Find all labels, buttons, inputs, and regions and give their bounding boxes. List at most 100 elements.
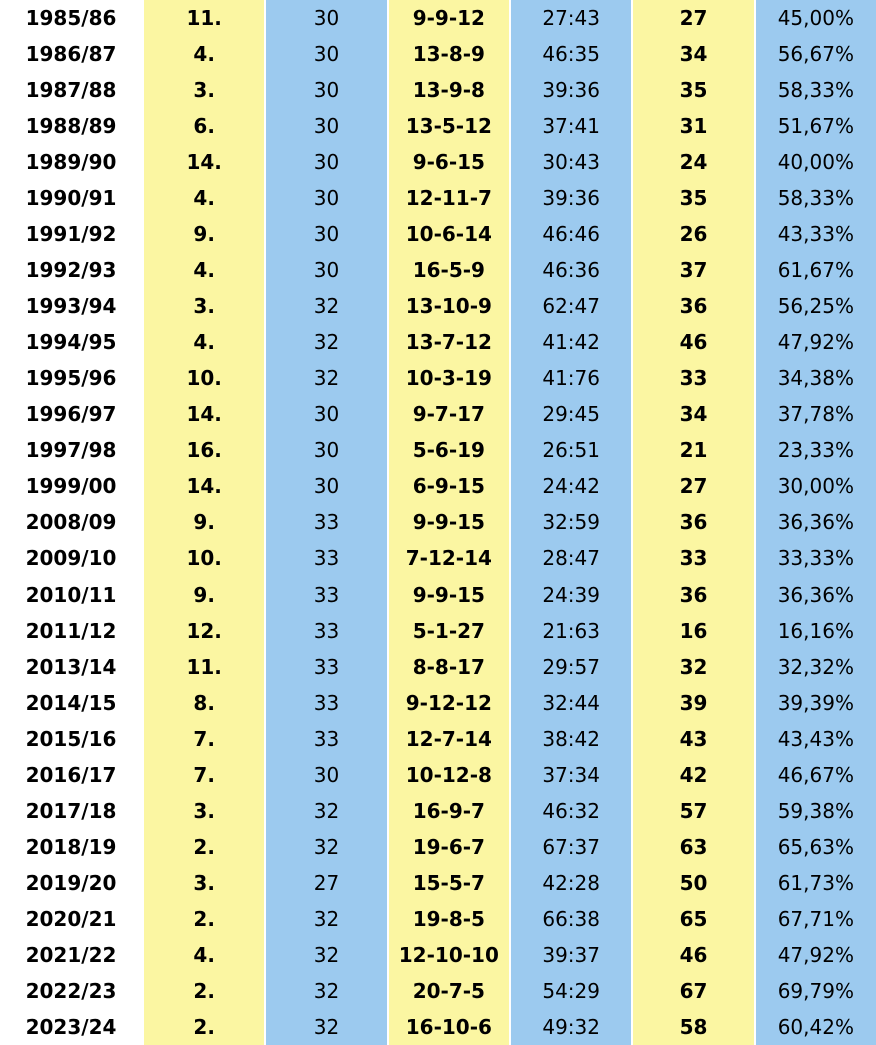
goals-cell: 29:57 bbox=[511, 648, 632, 685]
season-cell: 2009/10 bbox=[25, 546, 117, 571]
record-cell: 16-5-9 bbox=[388, 252, 509, 289]
position-cell: 11. bbox=[144, 648, 265, 685]
table-row: 2017/18 3. 32 16-9-7 46:32 57 59,38% bbox=[0, 792, 876, 829]
percentage-cell: 59,38% bbox=[755, 792, 876, 829]
points-cell: 35 bbox=[633, 72, 754, 109]
record-cell: 9-9-15 bbox=[388, 576, 509, 613]
percentage-cell: 36,36% bbox=[755, 504, 876, 541]
table-row: 1995/96 10. 32 10-3-19 41:76 33 34,38% bbox=[0, 360, 876, 397]
matches-cell: 32 bbox=[266, 324, 387, 361]
record-cell: 12-7-14 bbox=[388, 720, 509, 757]
record-cell: 6-9-15 bbox=[388, 468, 509, 505]
table-row: 2021/22 4. 32 12-10-10 39:37 46 47,92% bbox=[0, 936, 876, 973]
matches-cell: 30 bbox=[266, 756, 387, 793]
season-cell: 1987/88 bbox=[25, 78, 117, 103]
position-cell: 8. bbox=[144, 684, 265, 721]
goals-cell: 32:59 bbox=[511, 504, 632, 541]
record-cell: 9-7-17 bbox=[388, 396, 509, 433]
season-cell: 1991/92 bbox=[25, 222, 117, 247]
table-row: 1985/86 11. 30 9-9-12 27:43 27 45,00% bbox=[0, 0, 876, 37]
season-cell: 1992/93 bbox=[25, 258, 117, 283]
points-cell: 36 bbox=[633, 576, 754, 613]
season-cell: 1986/87 bbox=[25, 42, 117, 67]
points-cell: 36 bbox=[633, 288, 754, 325]
matches-cell: 32 bbox=[266, 792, 387, 829]
points-cell: 26 bbox=[633, 216, 754, 253]
goals-cell: 28:47 bbox=[511, 540, 632, 577]
table-row: 1986/87 4. 30 13-8-9 46:35 34 56,67% bbox=[0, 36, 876, 73]
season-cell: 2020/21 bbox=[25, 906, 117, 931]
matches-cell: 30 bbox=[266, 72, 387, 109]
season-cell: 2017/18 bbox=[25, 798, 117, 823]
season-cell: 2010/11 bbox=[25, 582, 117, 607]
position-cell: 4. bbox=[144, 36, 265, 73]
percentage-cell: 16,16% bbox=[755, 612, 876, 649]
table-row: 2015/16 7. 33 12-7-14 38:42 43 43,43% bbox=[0, 720, 876, 757]
percentage-cell: 60,42% bbox=[755, 1008, 876, 1045]
points-cell: 43 bbox=[633, 720, 754, 757]
goals-cell: 27:43 bbox=[511, 0, 632, 37]
record-cell: 13-7-12 bbox=[388, 324, 509, 361]
points-cell: 37 bbox=[633, 252, 754, 289]
percentage-cell: 56,67% bbox=[755, 36, 876, 73]
record-cell: 13-10-9 bbox=[388, 288, 509, 325]
table-row: 2008/09 9. 33 9-9-15 32:59 36 36,36% bbox=[0, 504, 876, 541]
goals-cell: 66:38 bbox=[511, 900, 632, 937]
points-cell: 27 bbox=[633, 468, 754, 505]
table-row: 2011/12 12. 33 5-1-27 21:63 16 16,16% bbox=[0, 612, 876, 649]
percentage-cell: 58,33% bbox=[755, 180, 876, 217]
goals-cell: 29:45 bbox=[511, 396, 632, 433]
matches-cell: 30 bbox=[266, 144, 387, 181]
goals-cell: 24:39 bbox=[511, 576, 632, 613]
goals-cell: 67:37 bbox=[511, 828, 632, 865]
season-cell: 2021/22 bbox=[25, 942, 117, 967]
percentage-cell: 58,33% bbox=[755, 72, 876, 109]
matches-cell: 33 bbox=[266, 504, 387, 541]
record-cell: 19-6-7 bbox=[388, 828, 509, 865]
percentage-cell: 32,32% bbox=[755, 648, 876, 685]
points-cell: 16 bbox=[633, 612, 754, 649]
goals-cell: 46:32 bbox=[511, 792, 632, 829]
points-cell: 42 bbox=[633, 756, 754, 793]
percentage-cell: 30,00% bbox=[755, 468, 876, 505]
percentage-cell: 65,63% bbox=[755, 828, 876, 865]
matches-cell: 30 bbox=[266, 216, 387, 253]
matches-cell: 30 bbox=[266, 252, 387, 289]
percentage-cell: 23,33% bbox=[755, 432, 876, 469]
percentage-cell: 36,36% bbox=[755, 576, 876, 613]
season-cell: 2023/24 bbox=[25, 1014, 117, 1039]
position-cell: 4. bbox=[144, 252, 265, 289]
position-cell: 11. bbox=[144, 0, 265, 37]
record-cell: 9-9-15 bbox=[388, 504, 509, 541]
position-cell: 14. bbox=[144, 396, 265, 433]
goals-cell: 26:51 bbox=[511, 432, 632, 469]
goals-cell: 24:42 bbox=[511, 468, 632, 505]
position-cell: 12. bbox=[144, 612, 265, 649]
table-row: 2016/17 7. 30 10-12-8 37:34 42 46,67% bbox=[0, 756, 876, 793]
season-cell: 2018/19 bbox=[25, 834, 117, 859]
record-cell: 15-5-7 bbox=[388, 864, 509, 901]
percentage-cell: 43,43% bbox=[755, 720, 876, 757]
matches-cell: 30 bbox=[266, 0, 387, 37]
position-cell: 4. bbox=[144, 180, 265, 217]
percentage-cell: 45,00% bbox=[755, 0, 876, 37]
position-cell: 9. bbox=[144, 216, 265, 253]
points-cell: 24 bbox=[633, 144, 754, 181]
position-cell: 3. bbox=[144, 792, 265, 829]
percentage-cell: 37,78% bbox=[755, 396, 876, 433]
table-row: 1992/93 4. 30 16-5-9 46:36 37 61,67% bbox=[0, 252, 876, 289]
percentage-cell: 69,79% bbox=[755, 972, 876, 1009]
position-cell: 2. bbox=[144, 900, 265, 937]
table-row: 2020/21 2. 32 19-8-5 66:38 65 67,71% bbox=[0, 900, 876, 937]
season-cell: 2008/09 bbox=[25, 510, 117, 535]
season-cell: 1996/97 bbox=[25, 402, 117, 427]
record-cell: 5-1-27 bbox=[388, 612, 509, 649]
goals-cell: 54:29 bbox=[511, 972, 632, 1009]
points-cell: 34 bbox=[633, 36, 754, 73]
table-row: 1988/89 6. 30 13-5-12 37:41 31 51,67% bbox=[0, 108, 876, 145]
points-cell: 34 bbox=[633, 396, 754, 433]
season-cell: 2013/14 bbox=[25, 654, 117, 679]
goals-cell: 39:37 bbox=[511, 936, 632, 973]
position-cell: 7. bbox=[144, 756, 265, 793]
